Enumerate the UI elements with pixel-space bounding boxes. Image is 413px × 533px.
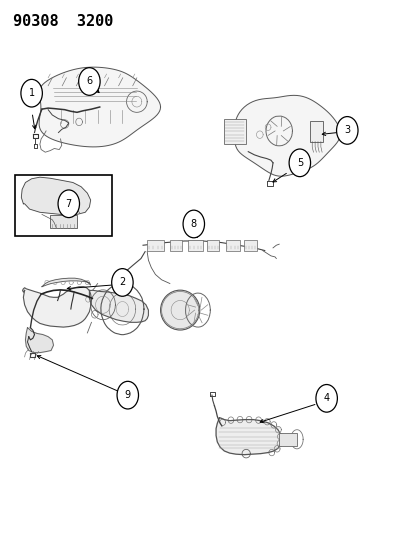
Bar xyxy=(206,240,219,251)
Polygon shape xyxy=(42,278,90,287)
Polygon shape xyxy=(22,287,91,327)
Bar xyxy=(244,240,256,251)
Text: 5: 5 xyxy=(296,158,302,168)
Circle shape xyxy=(21,79,42,107)
Text: 6: 6 xyxy=(86,77,92,86)
Polygon shape xyxy=(216,418,280,455)
Bar xyxy=(225,240,240,251)
Polygon shape xyxy=(39,67,160,147)
Bar xyxy=(278,433,297,446)
Ellipse shape xyxy=(160,290,199,330)
Polygon shape xyxy=(234,95,339,176)
Text: 4: 4 xyxy=(323,393,329,403)
Bar xyxy=(223,119,246,144)
Bar xyxy=(309,122,322,142)
Text: 90308  3200: 90308 3200 xyxy=(13,14,113,29)
Text: 7: 7 xyxy=(66,199,72,209)
Circle shape xyxy=(112,269,133,296)
Text: 8: 8 xyxy=(190,219,197,229)
Polygon shape xyxy=(21,177,90,215)
Circle shape xyxy=(315,384,337,412)
Polygon shape xyxy=(25,328,53,353)
Circle shape xyxy=(78,68,100,95)
Bar xyxy=(169,240,182,251)
Text: 1: 1 xyxy=(28,88,35,98)
Bar xyxy=(50,215,77,228)
Circle shape xyxy=(183,210,204,238)
Bar xyxy=(188,240,202,251)
Text: 2: 2 xyxy=(119,278,125,287)
Bar xyxy=(15,174,112,236)
Circle shape xyxy=(336,117,357,144)
Circle shape xyxy=(117,381,138,409)
Circle shape xyxy=(58,190,79,217)
Polygon shape xyxy=(89,290,148,322)
Text: 3: 3 xyxy=(343,125,349,135)
Bar xyxy=(147,240,163,251)
Text: 9: 9 xyxy=(124,390,131,400)
Circle shape xyxy=(288,149,310,176)
